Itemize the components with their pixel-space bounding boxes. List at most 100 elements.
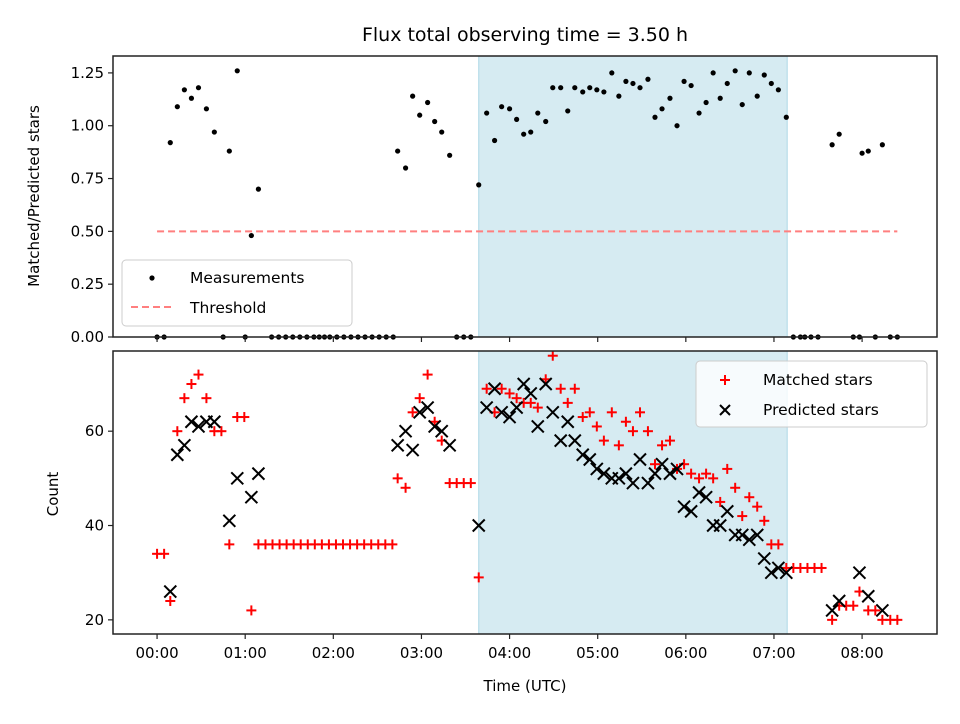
matched-star-point <box>481 383 492 394</box>
measurement-point <box>724 80 730 87</box>
measurement-point <box>783 114 789 120</box>
matched-star-point <box>816 562 827 573</box>
measurement-point <box>447 152 453 158</box>
legend-box <box>695 360 928 428</box>
top-legend: Measurements Threshold <box>121 259 353 327</box>
x-b <box>590 462 604 476</box>
predicted-star-point <box>479 400 494 415</box>
predicted-star-point <box>177 438 192 453</box>
matched-star-point <box>649 459 660 470</box>
predicted-star-point <box>875 603 890 618</box>
matched-star-point <box>186 379 197 390</box>
matched-star-point <box>591 421 602 432</box>
matched-star-point <box>246 605 257 616</box>
matched-star-point <box>577 412 588 423</box>
legend-box <box>121 259 353 327</box>
x-b <box>244 490 259 504</box>
measurement-point <box>746 70 752 76</box>
matched-star-point <box>525 397 536 408</box>
x-tick-label: 03:00 <box>400 644 443 662</box>
measurement-point <box>565 108 571 114</box>
predicted-star-point <box>487 382 502 396</box>
matched-star-point <box>562 397 573 408</box>
x-b <box>222 514 237 528</box>
x-b <box>494 405 509 420</box>
x-b <box>539 377 553 391</box>
predicted-star-point <box>561 415 575 429</box>
predicted-star-point <box>420 400 435 415</box>
measurement-point <box>226 148 232 154</box>
measurement-point <box>836 131 842 137</box>
measurement-point <box>580 89 586 95</box>
matched-star-point <box>172 426 183 437</box>
measurement-point <box>703 99 709 106</box>
measurement-point <box>674 123 680 129</box>
matched-star-point <box>179 393 190 404</box>
matched-star-point <box>613 440 624 451</box>
predicted-star-point <box>390 438 405 453</box>
predicted-star-point <box>230 471 244 486</box>
predicted-star-point <box>435 424 449 438</box>
x-tick-label: 07:00 <box>752 644 795 662</box>
bottom-legend: Matched stars Predicted stars <box>695 360 928 428</box>
predicted-star-point <box>539 377 553 391</box>
predicted-star-point <box>597 466 611 481</box>
x-b <box>184 415 199 429</box>
x-b <box>648 466 662 481</box>
y-tick-label: 0.00 <box>71 328 104 346</box>
x-b <box>427 419 442 434</box>
measurement-point <box>395 148 401 154</box>
y-tick-label: 1.00 <box>71 117 104 135</box>
x-b <box>641 476 655 490</box>
measurement-point <box>859 150 865 156</box>
predicted-star-point <box>442 438 457 453</box>
matched-star-point <box>664 435 675 446</box>
measurement-point <box>609 70 615 76</box>
measurement-point <box>417 112 423 118</box>
matched-star-point <box>737 511 748 522</box>
matched-star-point <box>730 482 741 493</box>
legend-label-measurements: Measurements <box>190 269 305 287</box>
matched-star-point <box>414 393 425 404</box>
x-b <box>771 561 786 575</box>
legend-label-predicted: Predicted stars <box>763 401 879 419</box>
x-b <box>390 438 405 453</box>
predicted-star-point <box>861 589 875 603</box>
x-b <box>405 443 420 457</box>
x-b <box>626 476 640 490</box>
x-b <box>191 419 206 434</box>
predicted-star-point <box>207 415 222 429</box>
predicted-star-point <box>568 433 582 448</box>
matched-star-point <box>159 548 170 559</box>
matched-star-point <box>708 473 719 484</box>
predicted-star-point <box>742 532 756 547</box>
measurement-point <box>167 140 173 146</box>
predicted-star-point <box>852 565 867 580</box>
matched-star-point <box>504 388 515 399</box>
predicted-star-point <box>779 565 794 580</box>
matched-star-point <box>759 515 770 526</box>
measurement-point <box>491 137 498 144</box>
measurement-point <box>879 142 885 148</box>
x-b <box>207 415 222 429</box>
measurement-point <box>637 85 643 91</box>
measurement-point <box>528 129 534 135</box>
measurement-point <box>710 70 716 76</box>
measurement-point <box>696 110 702 116</box>
predicted-star-point <box>648 466 662 481</box>
x-b <box>561 415 575 429</box>
predicted-star-point <box>251 466 266 481</box>
predicted-star-point <box>612 471 626 486</box>
predicted-star-point <box>524 386 538 401</box>
x-tick-label: 00:00 <box>135 644 178 662</box>
measurement-point <box>499 104 505 110</box>
y-tick-label: 1.25 <box>71 64 104 82</box>
matched-star-point <box>694 473 705 484</box>
predicted-star-point <box>641 476 655 490</box>
matched-star-point <box>201 393 212 404</box>
measurement-point <box>865 148 871 154</box>
x-b <box>619 466 633 481</box>
predicted-star-point <box>771 561 786 575</box>
measurement-point <box>514 116 520 122</box>
x-axis-label: Time (UTC) <box>483 677 567 695</box>
